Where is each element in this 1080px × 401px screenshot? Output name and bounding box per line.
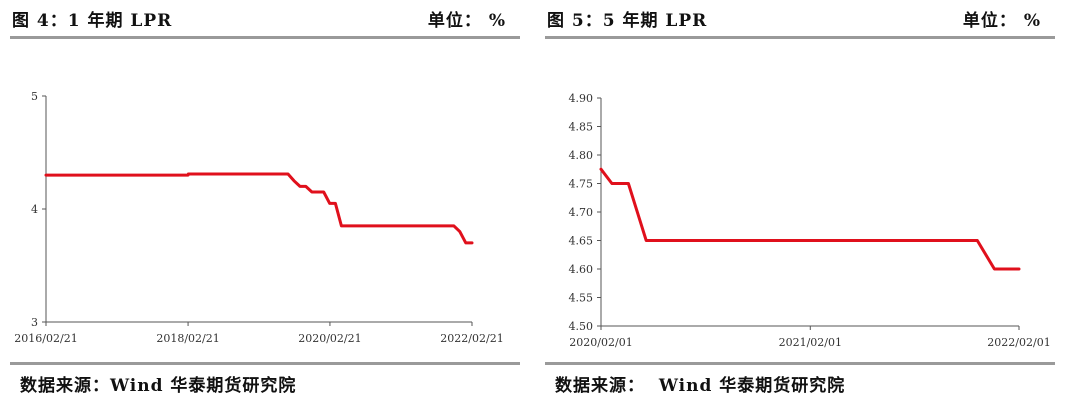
- footer-rule: [10, 362, 520, 365]
- panel-header: 图 4：1 年期 LPR 单位： %: [10, 6, 520, 32]
- unit-label: 单位： %: [427, 11, 506, 31]
- y-tick-label: 4: [31, 203, 38, 216]
- x-tick-label: 2020/02/01: [569, 336, 632, 349]
- data-source: 数据来源：Wind 华泰期货研究院: [20, 376, 297, 396]
- data-source: 数据来源： Wind 华泰期货研究院: [555, 376, 846, 396]
- x-tick-label: 2016/02/21: [14, 332, 77, 345]
- y-tick-label: 4.60: [569, 263, 594, 276]
- y-tick-label: 4.50: [569, 320, 594, 333]
- chart-title: 图 5：5 年期 LPR: [547, 11, 708, 31]
- header-rule: [10, 36, 520, 39]
- unit-label: 单位： %: [962, 11, 1041, 31]
- header-rule: [545, 36, 1055, 39]
- chart-panel-5y-lpr: 图 5：5 年期 LPR 单位： % 4.50 4.55 4.60 4.65 4.70 4…: [545, 0, 1055, 401]
- y-tick-label: 4.70: [569, 206, 594, 219]
- y-tick-label: 4.85: [569, 121, 594, 134]
- x-tick-label: 2020/02/21: [298, 332, 361, 345]
- y-tick-label: 4.80: [569, 149, 594, 162]
- y-tick-label: 4.75: [569, 178, 594, 191]
- y-tick-label: 3: [31, 316, 38, 329]
- y-tick-label: 4.90: [569, 92, 594, 105]
- x-tick-label: 2018/02/21: [156, 332, 219, 345]
- y-tick-label: 4.65: [569, 235, 594, 248]
- x-tick-label: 2022/02/01: [987, 336, 1050, 349]
- chart-title: 图 4：1 年期 LPR: [12, 11, 173, 31]
- footer-rule: [545, 362, 1055, 365]
- series-line: [599, 167, 1021, 271]
- x-tick-label: 2022/02/21: [440, 332, 503, 345]
- y-tick-label: 4.55: [569, 292, 594, 305]
- panel-header: 图 5：5 年期 LPR 单位： %: [545, 6, 1055, 32]
- line-chart-1y-lpr: 3 4 5 2016/02/21 2018/02/21 2020/02/21 2022/02…: [14, 90, 503, 345]
- line-chart-5y-lpr: 4.50 4.55 4.60 4.65 4.70 4.75 4.80 4.85 4.90 2020…: [569, 92, 1051, 349]
- chart-panel-1y-lpr: 图 4：1 年期 LPR 单位： % 3 4 5 2016/02/21 2018/02/…: [10, 0, 520, 401]
- x-tick-label: 2021/02/01: [779, 336, 842, 349]
- y-tick-label: 5: [31, 90, 38, 103]
- series-line: [44, 172, 474, 245]
